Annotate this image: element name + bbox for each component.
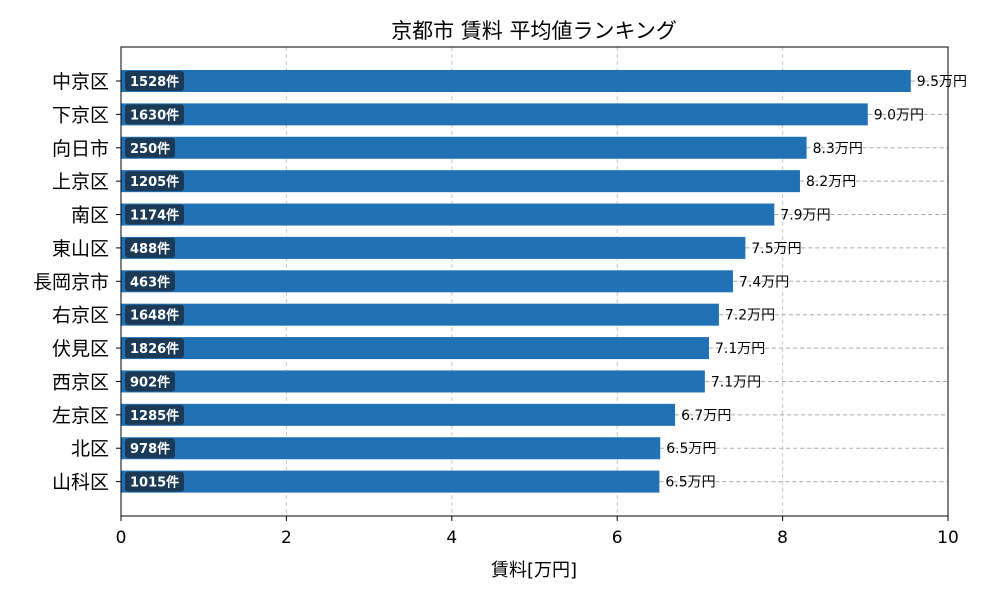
count-label: 1174件 — [130, 208, 179, 224]
count-badge — [125, 171, 184, 192]
bar — [121, 337, 709, 360]
count-badge — [125, 71, 184, 91]
category-label: 中京区 — [52, 71, 109, 93]
category-label: 左京区 — [52, 405, 109, 427]
category-label: 向日市 — [52, 138, 109, 160]
x-tick-label: 2 — [281, 528, 292, 548]
x-axis-title: 賃料[万円] — [491, 560, 577, 581]
bar — [121, 236, 746, 259]
x-tick-label: 4 — [446, 528, 457, 548]
count-label: 250件 — [130, 141, 170, 157]
category-label: 伏見区 — [52, 338, 109, 360]
count-label: 978件 — [130, 441, 170, 457]
category-label: 山科区 — [52, 472, 109, 494]
bar — [121, 403, 676, 426]
count-label: 1285件 — [130, 408, 179, 424]
value-label: 8.3万円 — [813, 141, 863, 157]
value-label: 7.1万円 — [715, 341, 765, 357]
category-label: 右京区 — [52, 305, 109, 327]
count-badge — [125, 404, 184, 425]
category-label: 下京区 — [52, 104, 109, 126]
category-label: 東山区 — [52, 238, 109, 260]
count-badge — [125, 237, 175, 258]
plot-frame — [120, 46, 949, 517]
value-label: 7.4万円 — [739, 274, 789, 290]
value-label: 6.7万円 — [681, 408, 731, 424]
count-badge — [125, 304, 184, 325]
count-label: 1205件 — [130, 174, 179, 190]
count-label: 902件 — [130, 374, 170, 390]
category-label: 南区 — [71, 205, 109, 227]
x-tick-label: 10 — [937, 528, 959, 548]
bar — [121, 370, 705, 393]
x-tick-label: 8 — [777, 528, 788, 548]
count-badge — [125, 104, 184, 125]
count-badge — [125, 338, 184, 359]
value-label: 9.5万円 — [917, 74, 967, 90]
count-label: 1648件 — [130, 308, 179, 324]
bar — [121, 203, 775, 226]
value-label: 8.2万円 — [806, 174, 856, 190]
count-badge — [125, 438, 175, 459]
value-label: 9.0万円 — [874, 107, 924, 123]
category-label: 西京区 — [52, 371, 109, 393]
bar — [121, 303, 719, 326]
bars: 1528件 9.5万円 1630件 9.0万円 250件 8.3万円 1205件 8.2万円 1… — [121, 70, 967, 493]
bar — [121, 170, 800, 193]
count-label: 1826件 — [130, 341, 179, 357]
bar — [121, 270, 733, 293]
x-tick-label: 0 — [116, 528, 127, 548]
value-label: 7.2万円 — [725, 308, 775, 324]
count-label: 1630件 — [130, 107, 179, 123]
category-label: 上京区 — [52, 171, 109, 193]
value-label: 7.1万円 — [711, 374, 761, 390]
count-label: 463件 — [130, 274, 170, 290]
value-label: 7.5万円 — [751, 241, 801, 257]
count-badge — [125, 137, 175, 158]
count-label: 1015件 — [130, 475, 179, 491]
bar — [121, 470, 660, 493]
category-label: 北区 — [71, 438, 109, 460]
count-badge — [125, 471, 184, 492]
category-label: 長岡京市 — [33, 271, 109, 293]
count-badge — [125, 271, 175, 292]
count-badge — [125, 371, 175, 392]
bar — [121, 437, 661, 460]
bar — [121, 103, 868, 126]
count-label: 1528件 — [130, 74, 179, 90]
bar — [121, 70, 911, 92]
x-tick-label: 6 — [612, 528, 623, 548]
value-label: 6.5万円 — [666, 441, 716, 457]
count-label: 488件 — [130, 241, 170, 257]
value-label: 7.9万円 — [780, 208, 830, 224]
count-badge — [125, 204, 184, 225]
bar — [121, 136, 807, 159]
value-label: 6.5万円 — [665, 475, 715, 491]
chart-title: 京都市 賃料 平均値ランキング — [391, 19, 677, 43]
